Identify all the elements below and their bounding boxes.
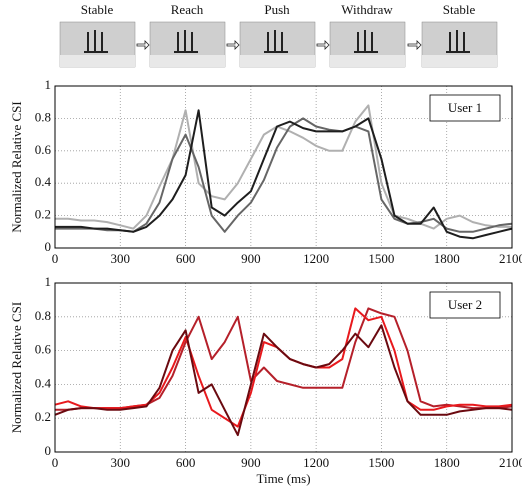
photo-detail <box>354 30 378 53</box>
y-tick-label: 0.2 <box>35 207 51 222</box>
y-tick-label: 0.8 <box>35 308 51 323</box>
y-tick-label: 0.6 <box>35 342 52 357</box>
stage-label: Reach <box>171 2 204 17</box>
x-tick-label: 300 <box>111 251 131 266</box>
stage-label: Withdraw <box>341 2 393 17</box>
y-tick-label: 0.6 <box>35 142 52 157</box>
x-tick-label: 600 <box>176 455 196 470</box>
x-tick-label: 1800 <box>434 251 460 266</box>
x-tick-label: 0 <box>52 455 59 470</box>
x-tick-label: 900 <box>241 251 261 266</box>
arrows <box>136 40 422 50</box>
y-tick-label: 0.4 <box>35 174 52 189</box>
annotation-box <box>429 94 501 122</box>
annotation-box <box>429 291 501 319</box>
y-tick-label: 0 <box>45 239 52 254</box>
x-tick-label: 1500 <box>368 251 394 266</box>
x-tick-label: 1200 <box>303 455 329 470</box>
photo-table <box>422 55 497 67</box>
x-tick-label: 1200 <box>303 251 329 266</box>
plot-frame <box>54 85 513 249</box>
y-tick-label: 1 <box>45 274 52 289</box>
series-line <box>55 117 513 233</box>
x-tick-label: 300 <box>111 455 131 470</box>
stage-label: Stable <box>443 2 476 17</box>
annotation: User 2 <box>448 297 482 312</box>
photo-table <box>240 55 315 67</box>
y-axis-label: Normalized Relative CSI <box>9 302 24 433</box>
photo-table <box>60 55 135 67</box>
x-axis-label: Time (ms) <box>256 471 310 486</box>
series-line <box>55 104 512 230</box>
photo-table <box>150 55 225 67</box>
photo-detail <box>174 30 198 53</box>
stage-label: Stable <box>81 2 114 17</box>
x-tick-label: 2100 <box>499 455 522 470</box>
y-tick-label: 0 <box>45 443 52 458</box>
series-line <box>55 307 513 411</box>
y-axis-label: Normalized Relative CSI <box>9 101 24 232</box>
series-line <box>55 109 513 240</box>
annotation: User 1 <box>448 100 482 115</box>
chart: 0 0.2 0.4 0.6 0.8 1 0 300 600 900 1200 1500 1800 2100… <box>9 77 522 266</box>
photo-detail <box>84 30 108 53</box>
photo-table <box>330 55 405 67</box>
y-tick-label: 0.8 <box>35 109 51 124</box>
x-tick-label: 900 <box>241 455 261 470</box>
x-tick-label: 2100 <box>499 251 522 266</box>
photo-detail <box>446 30 470 53</box>
x-tick-label: 0 <box>52 251 59 266</box>
photo-detail <box>264 30 288 53</box>
chart: 0 0.2 0.4 0.6 0.8 1 0 300 600 900 1200 1500 1800 2100… <box>9 274 522 486</box>
y-tick-label: 1 <box>45 77 52 92</box>
x-tick-label: 1500 <box>368 455 394 470</box>
y-tick-label: 0.2 <box>35 409 51 424</box>
plot-frame <box>54 282 513 453</box>
y-tick-label: 0.4 <box>35 375 52 390</box>
series-line <box>54 324 513 437</box>
x-tick-label: 1800 <box>434 455 460 470</box>
stage-label: Push <box>264 2 290 17</box>
x-tick-label: 600 <box>176 251 196 266</box>
